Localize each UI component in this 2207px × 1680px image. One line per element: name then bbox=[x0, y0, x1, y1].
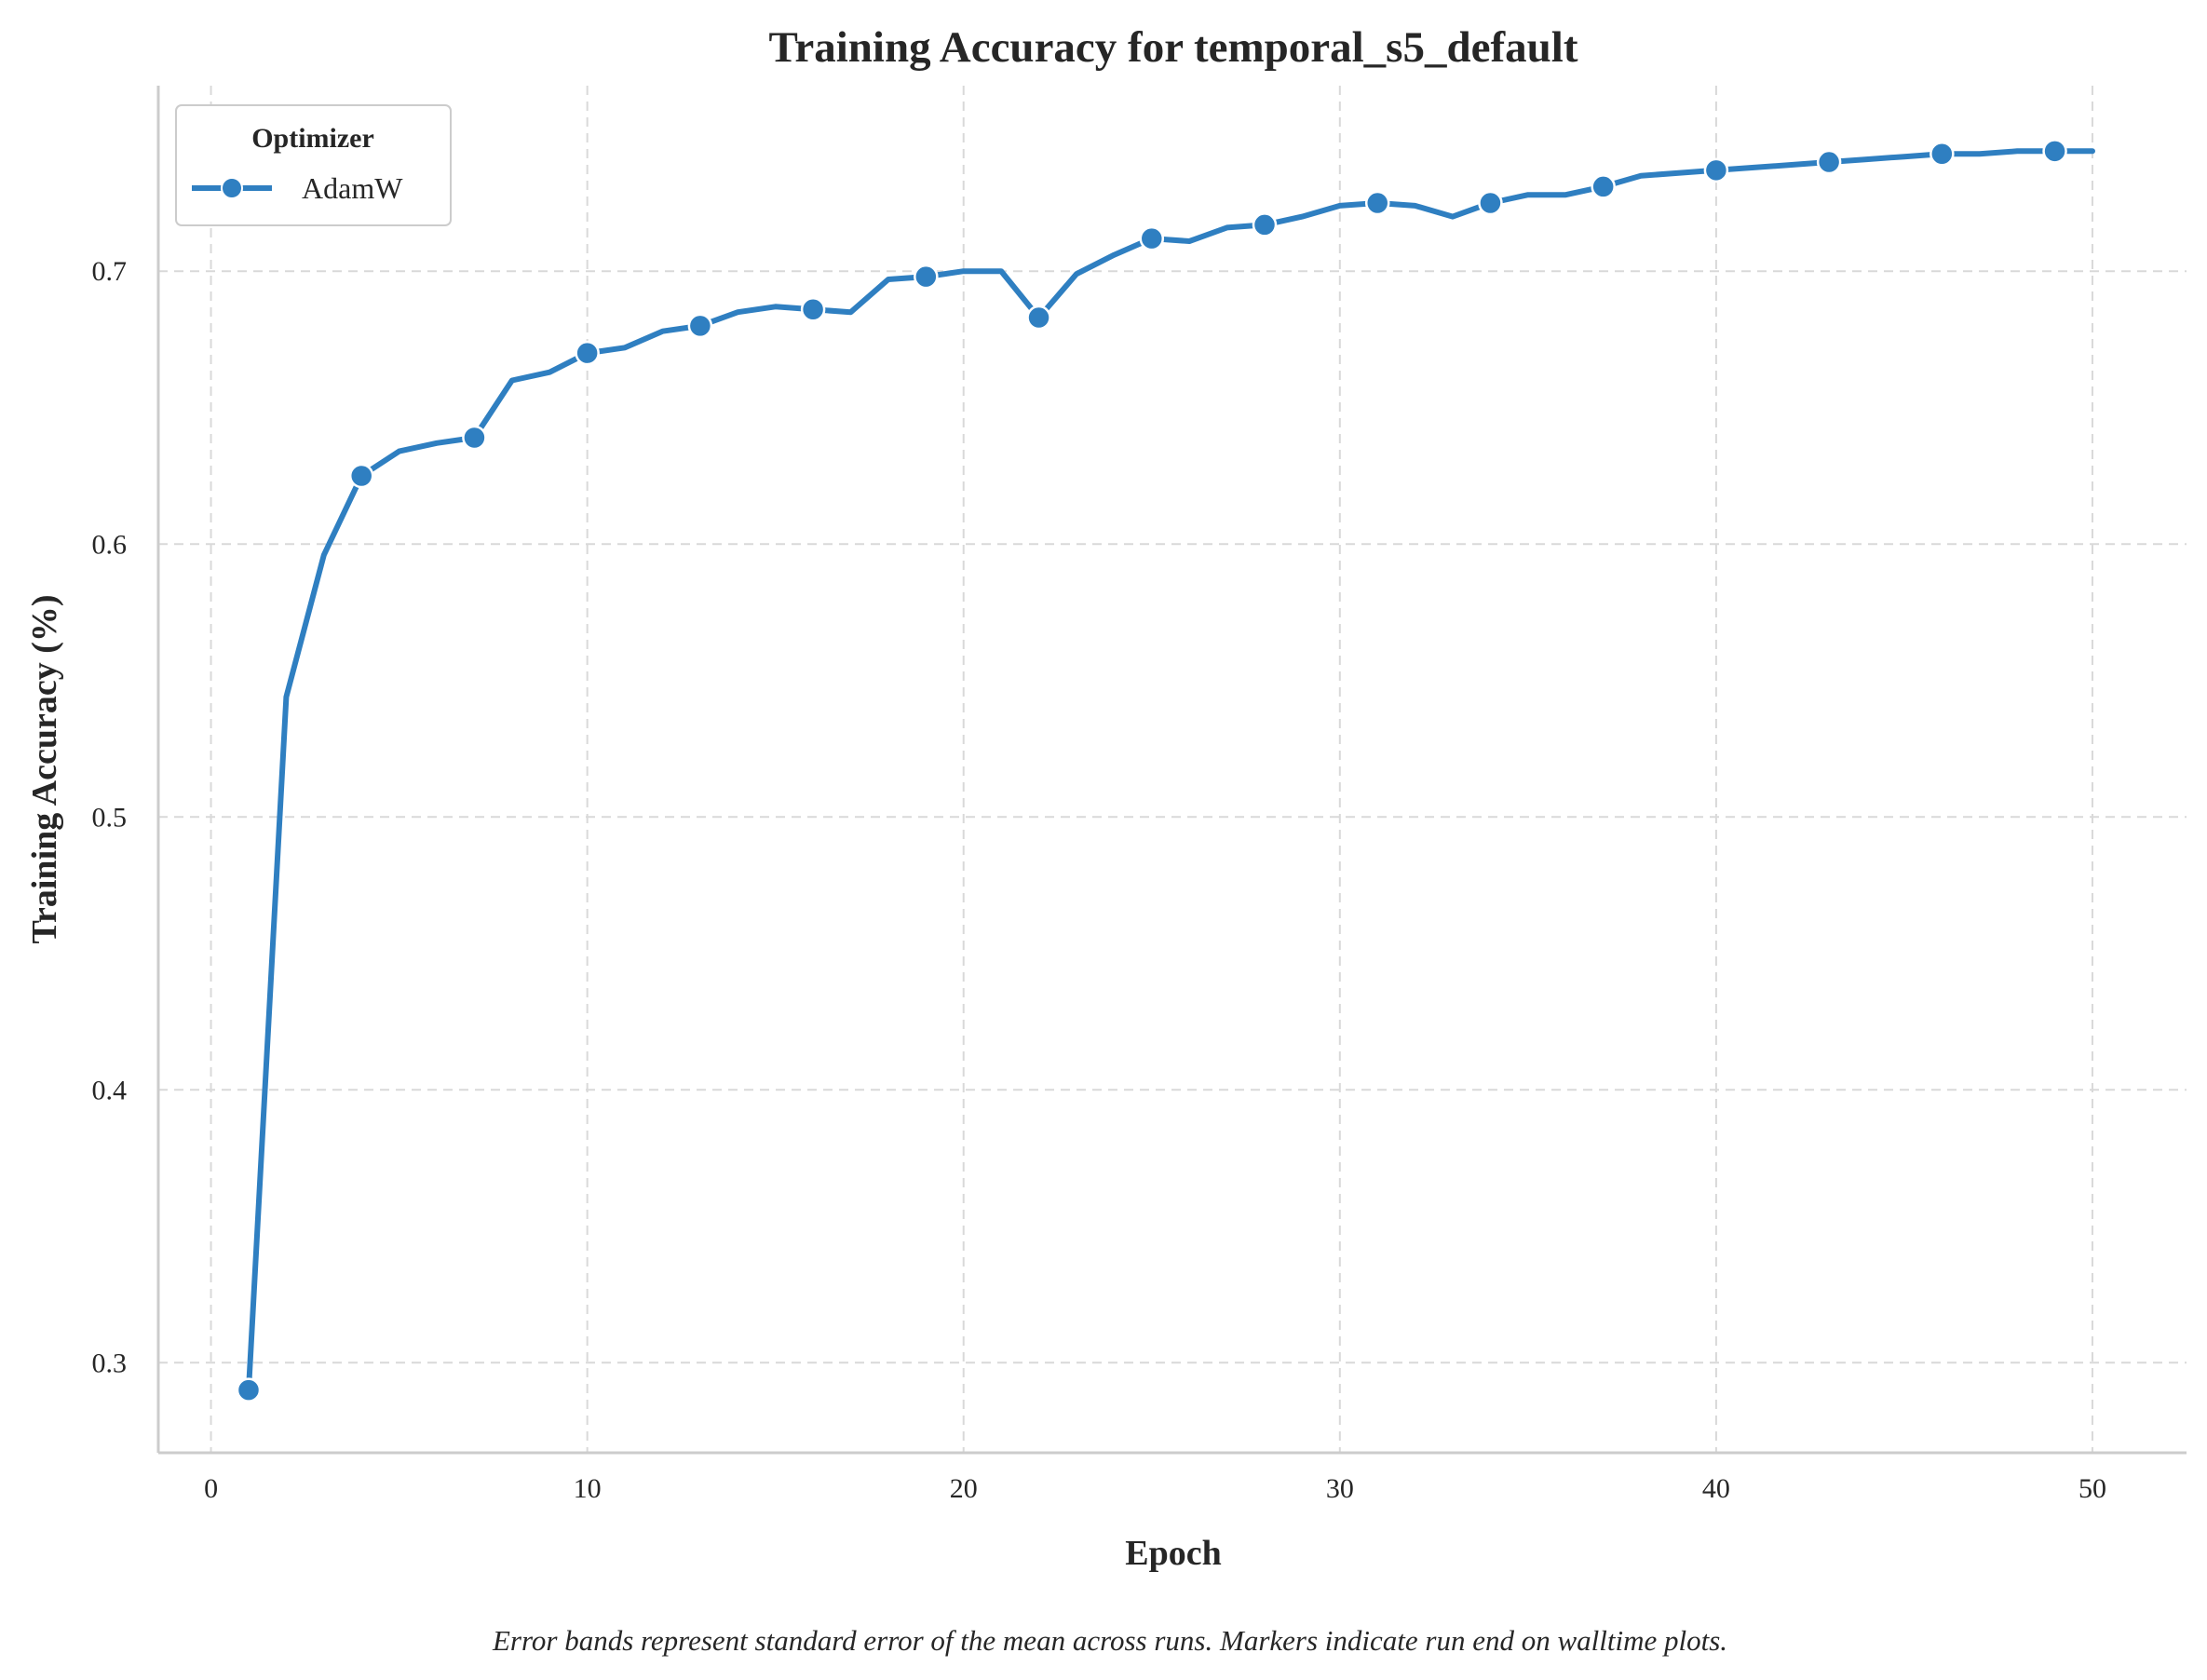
x-tick-label: 0 bbox=[204, 1473, 218, 1504]
data-point-marker bbox=[1816, 149, 1842, 175]
y-tick-label: 0.5 bbox=[92, 802, 128, 833]
grid-lines bbox=[158, 86, 2187, 1453]
series-line bbox=[246, 148, 2095, 1393]
data-point-marker bbox=[1364, 190, 1390, 216]
legend-frame bbox=[175, 104, 452, 226]
data-point-marker bbox=[1139, 225, 1165, 251]
x-tick-label: 20 bbox=[950, 1473, 978, 1504]
chart-title: Training Accuracy for temporal_s5_defaul… bbox=[769, 23, 1578, 72]
y-tick-label: 0.3 bbox=[92, 1348, 128, 1378]
data-point-marker bbox=[800, 297, 826, 322]
x-axis-label: Epoch bbox=[1125, 1534, 1221, 1573]
y-tick-label: 0.6 bbox=[92, 529, 128, 560]
legend: Optimizer AdamW bbox=[175, 104, 452, 226]
data-point-marker bbox=[914, 264, 939, 290]
data-point-marker bbox=[236, 1377, 262, 1402]
legend-label-adamw: AdamW bbox=[302, 171, 403, 205]
y-axis-label: Training Accuracy (%) bbox=[25, 594, 64, 943]
data-point-marker bbox=[1252, 212, 1278, 237]
data-point-marker bbox=[687, 313, 713, 339]
y-tick-label: 0.4 bbox=[92, 1075, 128, 1105]
data-point-marker bbox=[2042, 139, 2067, 164]
legend-marker-swatch bbox=[221, 177, 243, 199]
data-point-marker bbox=[1929, 142, 1955, 167]
x-tick-label: 30 bbox=[1326, 1473, 1354, 1504]
x-tick-label: 10 bbox=[574, 1473, 602, 1504]
data-point-marker bbox=[1591, 174, 1616, 199]
x-tick-label: 50 bbox=[2078, 1473, 2106, 1504]
data-point-marker bbox=[348, 463, 374, 489]
data-point-marker bbox=[1478, 190, 1503, 216]
data-point-marker bbox=[462, 425, 487, 451]
x-tick-label: 40 bbox=[1702, 1473, 1730, 1504]
data-point-marker bbox=[575, 340, 600, 366]
tick-labels: 0 10 20 30 40 50 0.3 0.4 0.5 0.6 0.7 bbox=[92, 256, 2106, 1504]
data-point-marker bbox=[1026, 305, 1051, 331]
series-adamw bbox=[236, 139, 2095, 1402]
chart-caption: Error bands represent standard error of … bbox=[492, 1624, 1727, 1657]
y-tick-label: 0.7 bbox=[92, 256, 128, 287]
data-point-marker bbox=[1703, 157, 1729, 183]
legend-title: Optimizer bbox=[251, 123, 374, 154]
